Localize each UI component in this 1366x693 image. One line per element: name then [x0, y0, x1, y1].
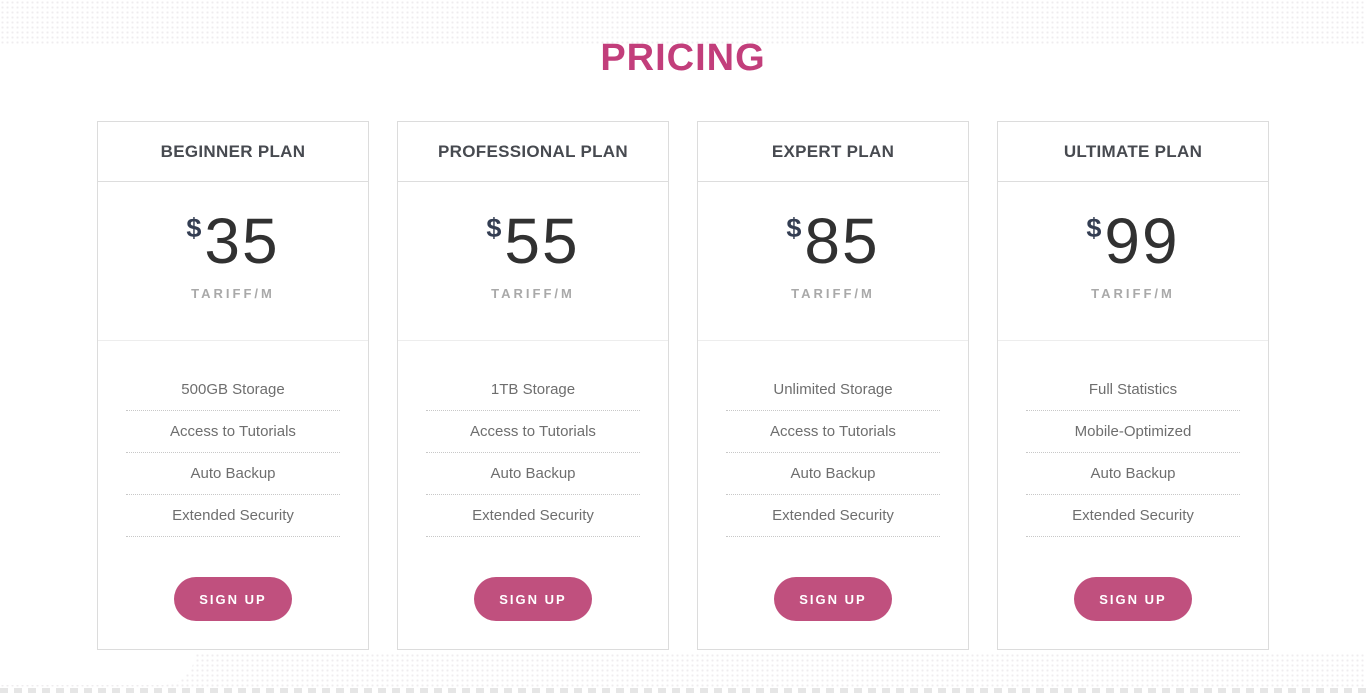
feature-list: Unlimited Storage Access to Tutorials Au…	[698, 341, 968, 537]
price-amount: 99	[1104, 205, 1180, 277]
tariff-label: TARIFF/M	[791, 286, 875, 301]
price-amount: 55	[504, 205, 580, 277]
plan-title: PROFESSIONAL PLAN	[398, 122, 668, 182]
feature-item: Unlimited Storage	[726, 369, 940, 411]
price-block: $55 TARIFF/M	[398, 182, 668, 341]
price-amount: 85	[804, 205, 880, 277]
price-amount: 35	[204, 205, 280, 277]
tariff-label: TARIFF/M	[491, 286, 575, 301]
plan-title: BEGINNER PLAN	[98, 122, 368, 182]
pricing-cards-row: BEGINNER PLAN $35 TARIFF/M 500GB Storage…	[0, 121, 1366, 650]
bottom-dash-strip	[0, 688, 1366, 693]
feature-item: Extended Security	[726, 495, 940, 537]
price-block: $85 TARIFF/M	[698, 182, 968, 341]
feature-item: Extended Security	[1026, 495, 1240, 537]
feature-item: 1TB Storage	[426, 369, 640, 411]
plan-title: ULTIMATE PLAN	[998, 122, 1268, 182]
feature-list: 1TB Storage Access to Tutorials Auto Bac…	[398, 341, 668, 537]
signup-button[interactable]: SIGN UP	[1074, 577, 1192, 621]
currency-symbol: $	[186, 213, 202, 243]
feature-list: 500GB Storage Access to Tutorials Auto B…	[98, 341, 368, 537]
feature-list: Full Statistics Mobile-Optimized Auto Ba…	[998, 341, 1268, 537]
tariff-label: TARIFF/M	[191, 286, 275, 301]
feature-item: 500GB Storage	[126, 369, 340, 411]
price-block: $35 TARIFF/M	[98, 182, 368, 341]
currency-symbol: $	[1086, 213, 1102, 243]
price: $99	[998, 209, 1268, 273]
bottom-dot-texture	[0, 653, 1366, 693]
feature-item: Access to Tutorials	[726, 411, 940, 453]
price: $55	[398, 209, 668, 273]
signup-button[interactable]: SIGN UP	[174, 577, 292, 621]
price-block: $99 TARIFF/M	[998, 182, 1268, 341]
feature-item: Auto Backup	[426, 453, 640, 495]
feature-item: Extended Security	[126, 495, 340, 537]
pricing-card-professional: PROFESSIONAL PLAN $55 TARIFF/M 1TB Stora…	[397, 121, 669, 650]
price: $35	[98, 209, 368, 273]
feature-item: Auto Backup	[126, 453, 340, 495]
pricing-card-expert: EXPERT PLAN $85 TARIFF/M Unlimited Stora…	[697, 121, 969, 650]
feature-item: Auto Backup	[1026, 453, 1240, 495]
currency-symbol: $	[786, 213, 802, 243]
feature-item: Extended Security	[426, 495, 640, 537]
bottom-curve-decoration	[0, 653, 195, 685]
feature-item: Mobile-Optimized	[1026, 411, 1240, 453]
feature-item: Access to Tutorials	[426, 411, 640, 453]
plan-title: EXPERT PLAN	[698, 122, 968, 182]
feature-item: Full Statistics	[1026, 369, 1240, 411]
pricing-card-beginner: BEGINNER PLAN $35 TARIFF/M 500GB Storage…	[97, 121, 369, 650]
feature-item: Auto Backup	[726, 453, 940, 495]
signup-button[interactable]: SIGN UP	[774, 577, 892, 621]
page-title: PRICING	[600, 37, 766, 79]
tariff-label: TARIFF/M	[1091, 286, 1175, 301]
signup-button[interactable]: SIGN UP	[474, 577, 592, 621]
top-dot-texture	[0, 0, 1366, 46]
pricing-card-ultimate: ULTIMATE PLAN $99 TARIFF/M Full Statisti…	[997, 121, 1269, 650]
feature-item: Access to Tutorials	[126, 411, 340, 453]
currency-symbol: $	[486, 213, 502, 243]
price: $85	[698, 209, 968, 273]
